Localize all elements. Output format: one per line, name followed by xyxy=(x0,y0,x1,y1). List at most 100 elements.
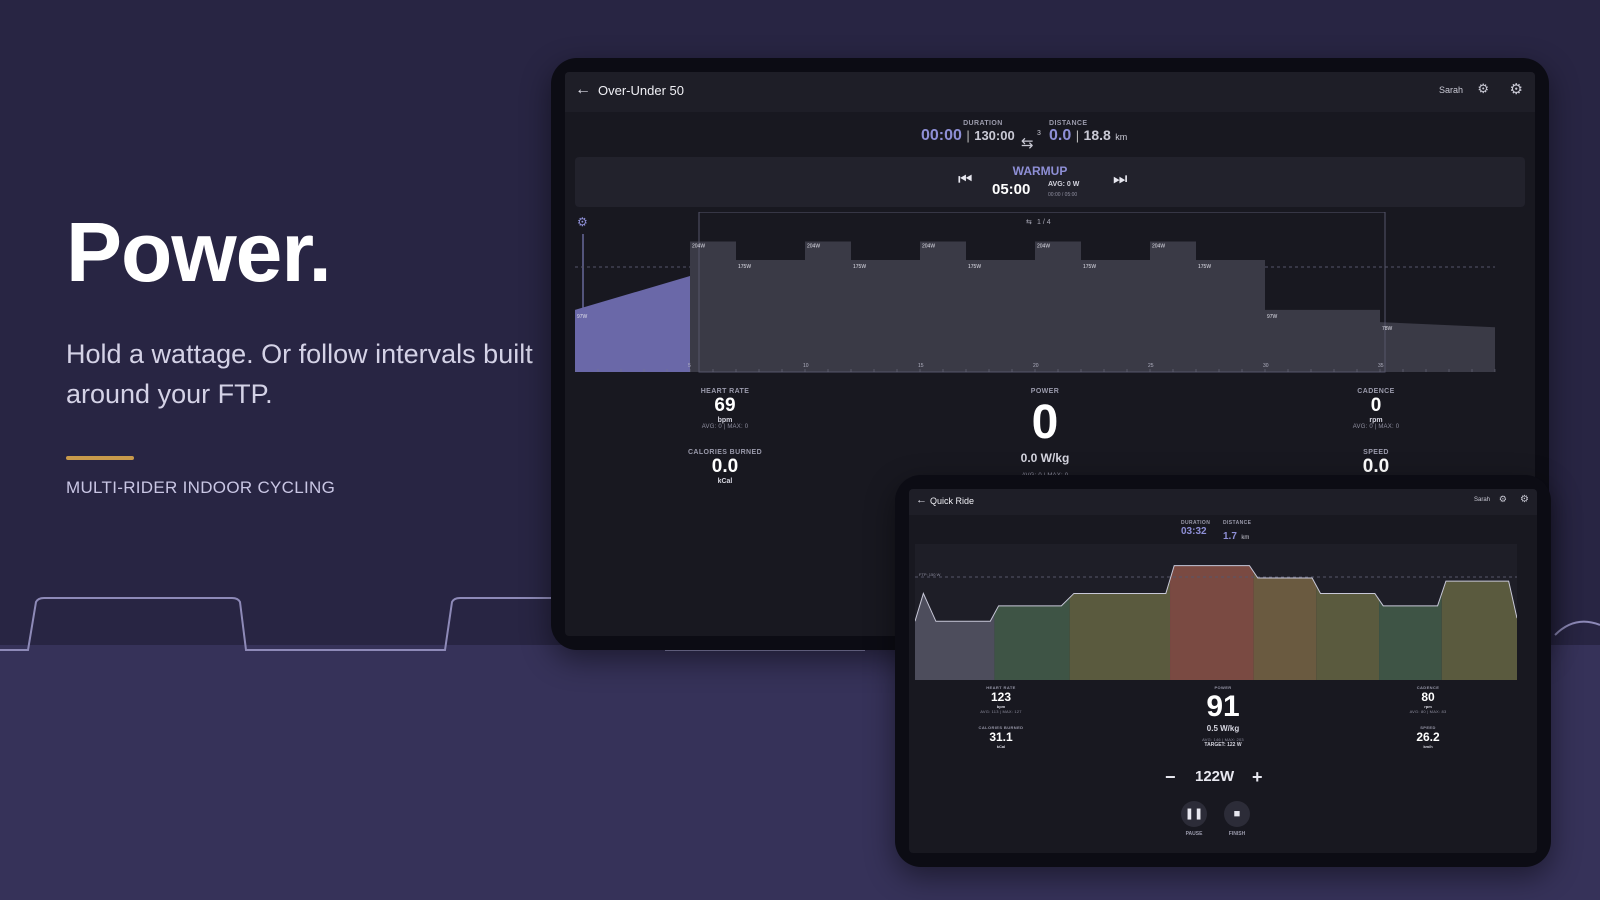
profile-segment xyxy=(575,276,690,372)
distance-value: 0.0 xyxy=(1049,127,1072,144)
profile-segment xyxy=(736,260,805,372)
interval-progress: 00:00 / 05:00 xyxy=(1048,192,1078,198)
profile-segment xyxy=(1150,241,1196,372)
quick-ride-screen: ← Quick Ride Sarah ⚙ ⚙ DURATION 03:32 DI… xyxy=(909,489,1537,853)
distance-separator: | xyxy=(1075,128,1080,143)
profile-segment xyxy=(1380,322,1495,372)
quick-ride-power-chart: FTP: 150 W xyxy=(915,544,1517,680)
power-zone-area xyxy=(1069,579,1171,680)
qr-calories-label: CALORIES BURNED xyxy=(978,725,1024,730)
duration-label: DURATION xyxy=(963,120,1003,127)
workout-profile-chart: ⚙ ⇆ 1 / 4 97W 204W 175W 204W 175W 204W 175W 204… xyxy=(575,212,1496,373)
increase-watts-button[interactable]: + xyxy=(1252,767,1263,787)
interval-remaining: 05:00 xyxy=(992,181,1031,198)
workout-app-bar: ← Over-Under 50 Sarah ⚙ ⚙ xyxy=(565,72,1535,112)
axis-tick-label: 20 xyxy=(1033,363,1039,369)
profile-segment xyxy=(966,260,1035,372)
decrease-watts-button[interactable]: − xyxy=(1165,767,1176,787)
quick-ride-settings-icon[interactable]: ⚙ xyxy=(1520,494,1529,505)
speed-metric: SPEED 0.0 xyxy=(1311,449,1441,478)
hero-title: Power. xyxy=(66,205,332,299)
quick-ride-heart-rate: HEART RATE 123 bpm AVG: 113 | MAX: 127 xyxy=(961,685,1041,714)
pause-label: PAUSE xyxy=(1185,831,1203,837)
quick-ride-tablet: ← Quick Ride Sarah ⚙ ⚙ DURATION 03:32 DI… xyxy=(895,475,1551,867)
power-zone-area xyxy=(1441,581,1517,680)
heart-rate-label: HEART RATE xyxy=(700,388,750,395)
heart-rate-sub: AVG: 0 | MAX: 0 xyxy=(701,424,749,430)
target-watts: 122W xyxy=(1195,768,1235,785)
total-time: 130:00 xyxy=(974,128,1015,143)
segment-label: 175W xyxy=(968,264,981,270)
pause-button[interactable]: ❚❚ xyxy=(1181,801,1207,827)
pause-icon: ❚❚ xyxy=(1184,808,1204,820)
axis-tick-label: 15 xyxy=(918,363,924,369)
quick-ride-duration-block: DURATION 03:32 xyxy=(1181,520,1210,537)
interval-avg: AVG: 0 W xyxy=(1048,181,1080,188)
segment-label: 204W xyxy=(922,243,935,249)
heart-rate-metric: HEART RATE 69 bpm AVG: 0 | MAX: 0 xyxy=(660,388,790,430)
next-interval-icon[interactable]: ⏭ xyxy=(1113,171,1128,188)
profile-segment xyxy=(805,241,851,372)
quick-ride-distance-label: DISTANCE xyxy=(1223,520,1252,526)
segment-label: 97W xyxy=(577,314,588,320)
elapsed-time: 00:00 xyxy=(921,127,962,144)
laps-icon: ⇆ xyxy=(1021,135,1034,152)
segment-label: 175W xyxy=(738,264,751,270)
axis-tick-label: 10 xyxy=(803,363,809,369)
qr-speed-label: SPEED xyxy=(1420,725,1436,730)
bike-sensor-icon[interactable]: ⚙ xyxy=(1477,81,1489,96)
profile-segment xyxy=(1196,260,1265,372)
qr-power-target: TARGET: 122 W xyxy=(1204,742,1242,748)
power-zone-area xyxy=(1379,593,1442,680)
quick-ride-speed: SPEED 26.2 km/h xyxy=(1388,725,1468,749)
time-separator: | xyxy=(966,128,970,143)
previous-interval-icon[interactable]: ⏮ xyxy=(958,171,973,188)
calories-value: 0.0 xyxy=(711,456,739,477)
quick-ride-calories: CALORIES BURNED 31.1 kCal xyxy=(961,725,1041,749)
quick-ride-cadence: CADENCE 80 rpm AVG: 80 | MAX: 83 xyxy=(1388,685,1468,714)
cadence-metric: CADENCE 0 rpm AVG: 0 | MAX: 0 xyxy=(1311,388,1441,430)
cadence-label: CADENCE xyxy=(1357,388,1395,395)
settings-gear-icon[interactable]: ⚙ xyxy=(1509,81,1523,98)
cadence-unit: rpm xyxy=(1369,417,1383,424)
qr-power-sub: AVG: 146 | MAX: 203 xyxy=(1202,737,1244,742)
power-zone-area xyxy=(1316,585,1380,680)
finish-button[interactable]: ■ xyxy=(1224,801,1250,827)
ftp-label: FTP: 150 W xyxy=(919,572,941,577)
quick-ride-back-arrow-icon[interactable]: ← xyxy=(916,494,927,506)
duration-block: DURATION 00:00 | 130:00 xyxy=(921,120,1015,145)
profile-segment xyxy=(851,260,920,372)
qr-cadence-value: 80 xyxy=(1421,690,1435,704)
quick-ride-distance-unit: km xyxy=(1241,535,1250,541)
axis-tick-label: 25 xyxy=(1148,363,1154,369)
background-power-line xyxy=(0,597,1600,651)
quick-ride-power: POWER 91 0.5 W/kg AVG: 146 | MAX: 203 TA… xyxy=(1173,685,1273,748)
distance-unit: km xyxy=(1115,132,1128,142)
quick-ride-bike-icon[interactable]: ⚙ xyxy=(1498,494,1507,504)
power-value: 0 xyxy=(1031,396,1059,449)
heart-rate-unit: bpm xyxy=(717,417,733,424)
back-arrow-icon[interactable]: ← xyxy=(575,81,591,98)
axis-tick-label: 5 xyxy=(688,363,691,369)
axis-tick-label: 35 xyxy=(1378,363,1384,369)
repeat-label: 1 / 4 xyxy=(1037,219,1051,226)
qr-power-value: 91 xyxy=(1206,690,1240,723)
distance-block: DISTANCE 0.0 | 18.8 km xyxy=(1049,120,1127,145)
segment-label: 175W xyxy=(1083,264,1096,270)
hero-section: Power. Hold a wattage. Or follow interva… xyxy=(66,210,536,498)
hero-tagline: MULTI-RIDER INDOOR CYCLING xyxy=(66,478,336,497)
quick-ride-distance-block: DISTANCE 1.7 km xyxy=(1223,520,1251,544)
user-name[interactable]: Sarah xyxy=(1438,85,1463,95)
power-label: POWER xyxy=(1030,388,1060,395)
speed-value: 0.0 xyxy=(1362,456,1390,477)
cadence-sub: AVG: 0 | MAX: 0 xyxy=(1352,424,1400,430)
qr-cadence-sub: AVG: 80 | MAX: 83 xyxy=(1409,709,1447,714)
qr-speed-unit: km/h xyxy=(1423,744,1433,749)
segment-label: 204W xyxy=(692,243,705,249)
profile-segment xyxy=(1035,241,1081,372)
calories-label: CALORIES BURNED xyxy=(687,449,763,456)
qr-calories-value: 31.1 xyxy=(989,730,1013,744)
quick-ride-duration: 03:32 xyxy=(1181,526,1207,537)
segment-label: 97W xyxy=(1267,314,1278,320)
quick-ride-user[interactable]: Sarah xyxy=(1473,497,1490,503)
